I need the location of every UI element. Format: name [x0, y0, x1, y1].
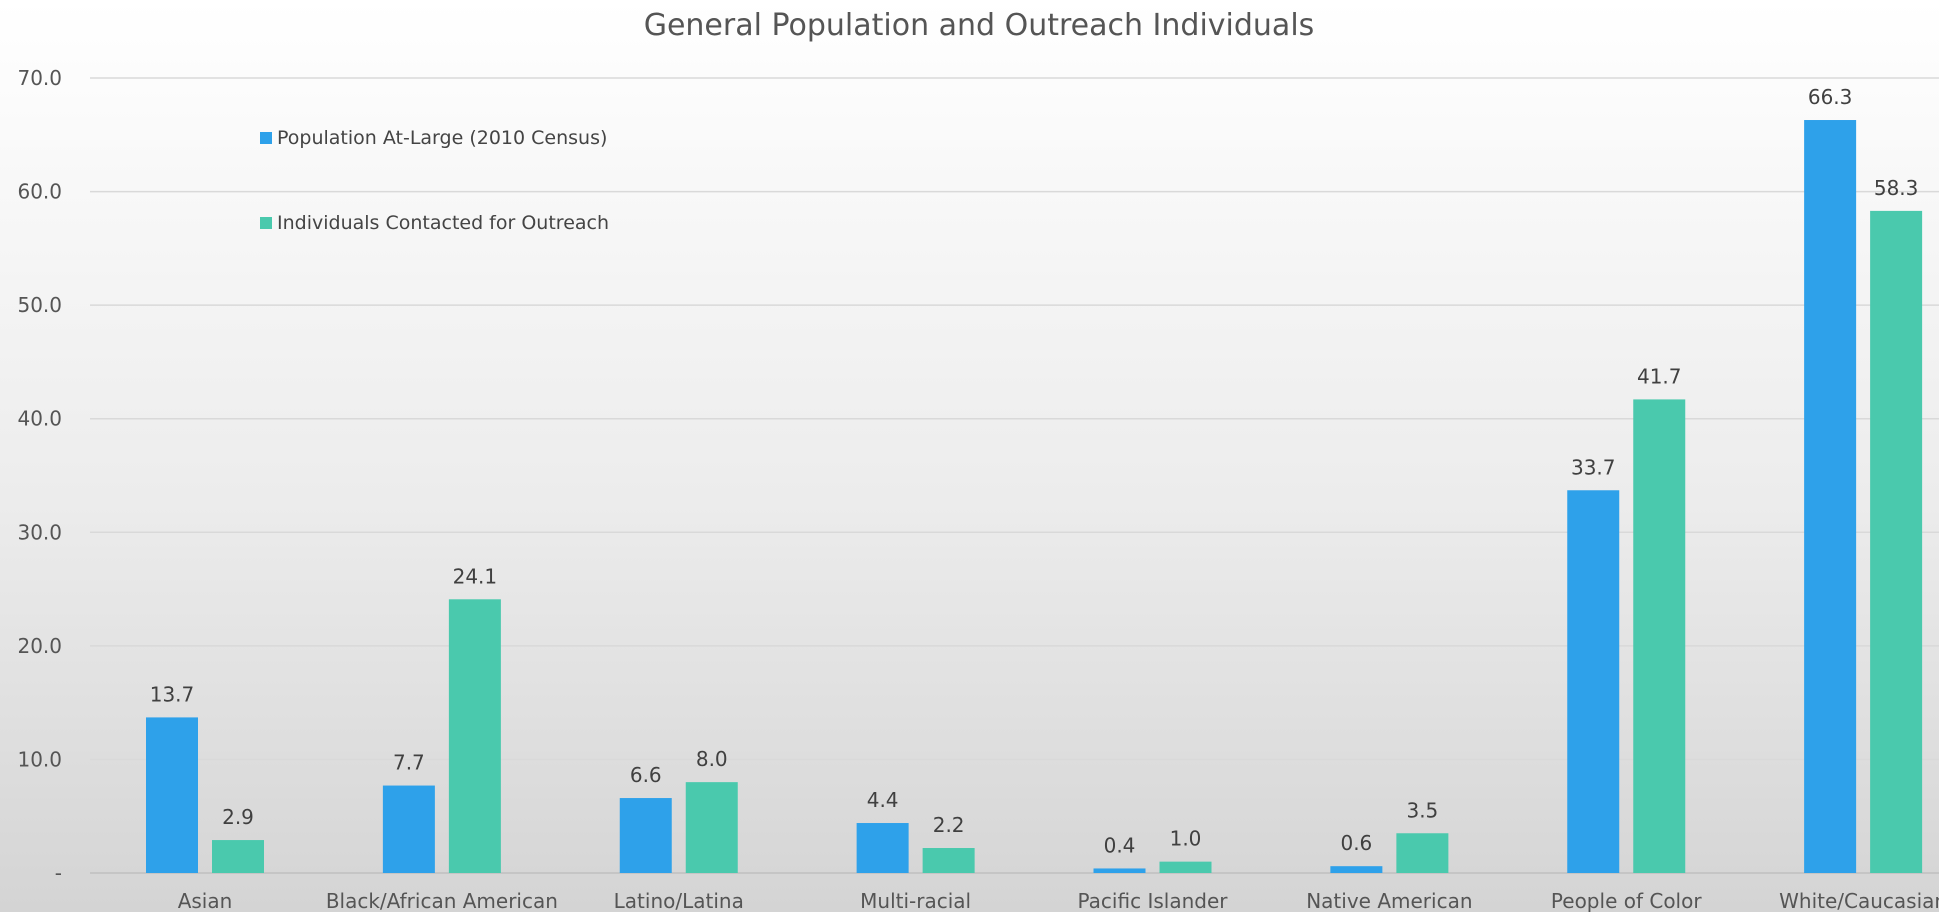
x-tick-label: White/Caucasian — [1779, 889, 1939, 912]
bar — [1396, 833, 1449, 873]
x-tick-label: Native American — [1306, 889, 1472, 912]
gridlines — [90, 77, 1939, 874]
data-label: 6.6 — [630, 763, 662, 787]
bar — [922, 848, 975, 873]
x-axis-ticks: Asian Black/African American Latino/Latina… — [178, 889, 1939, 912]
legend-label: Population At-Large (2010 Census) — [277, 127, 607, 149]
x-tick-label: Black/African American — [326, 889, 558, 912]
bar — [146, 717, 198, 873]
data-label: 13.7 — [150, 682, 195, 706]
data-label: 2.9 — [222, 805, 254, 829]
data-label: 33.7 — [1571, 455, 1616, 479]
data-label: 7.7 — [393, 751, 425, 775]
x-tick-label: Multi-racial — [860, 889, 971, 912]
bar — [382, 785, 435, 873]
bar — [1633, 399, 1686, 873]
data-label: 3.5 — [1406, 798, 1438, 822]
legend-swatch — [260, 132, 272, 144]
bar — [1804, 120, 1857, 874]
bar — [1159, 861, 1212, 873]
x-tick-label: People of Color — [1551, 889, 1702, 912]
x-tick-label: Pacific Islander — [1078, 889, 1229, 912]
chart-title: General Population and Outreach Individu… — [644, 8, 1315, 43]
bar — [1093, 868, 1146, 873]
x-tick-label: Latino/Latina — [614, 889, 744, 912]
y-tick-label: 40.0 — [17, 407, 62, 431]
data-label: 1.0 — [1170, 827, 1202, 851]
y-tick-label: 20.0 — [17, 634, 62, 658]
data-label: 0.4 — [1104, 833, 1136, 857]
data-label: 58.3 — [1874, 176, 1919, 200]
data-label: 66.3 — [1808, 85, 1853, 109]
legend: Population At-Large (2010 Census) Individ… — [260, 127, 609, 234]
y-tick-label: 10.0 — [17, 747, 62, 771]
y-tick-label: 50.0 — [17, 293, 62, 317]
bar — [1870, 210, 1923, 874]
data-label: 24.1 — [453, 564, 498, 588]
bar — [1567, 490, 1620, 873]
legend-label: Individuals Contacted for Outreach — [277, 212, 609, 234]
bar — [212, 840, 264, 873]
bar — [856, 823, 909, 873]
y-tick-label: 60.0 — [17, 180, 62, 204]
y-tick-label: - — [55, 861, 62, 885]
bar — [685, 782, 738, 873]
bars — [146, 120, 1923, 874]
data-label: 0.6 — [1340, 831, 1372, 855]
y-tick-label: 30.0 — [17, 520, 62, 544]
bar — [619, 798, 672, 873]
bar — [1330, 866, 1383, 873]
legend-swatch — [260, 217, 272, 229]
data-label: 8.0 — [696, 747, 728, 771]
y-tick-label: 70.0 — [17, 66, 62, 90]
y-axis-ticks: - 10.0 20.0 30.0 40.0 50.0 60.0 70.0 — [17, 66, 62, 885]
data-label: 4.4 — [867, 788, 899, 812]
x-tick-label: Asian — [178, 889, 233, 912]
bar — [448, 599, 501, 873]
data-labels: 13.7 2.9 7.7 24.1 6.6 8.0 4.4 2.2 0.4 1.0 0.6 3.5 33… — [150, 85, 1919, 857]
data-label: 41.7 — [1637, 364, 1682, 388]
data-label: 2.2 — [933, 813, 965, 837]
